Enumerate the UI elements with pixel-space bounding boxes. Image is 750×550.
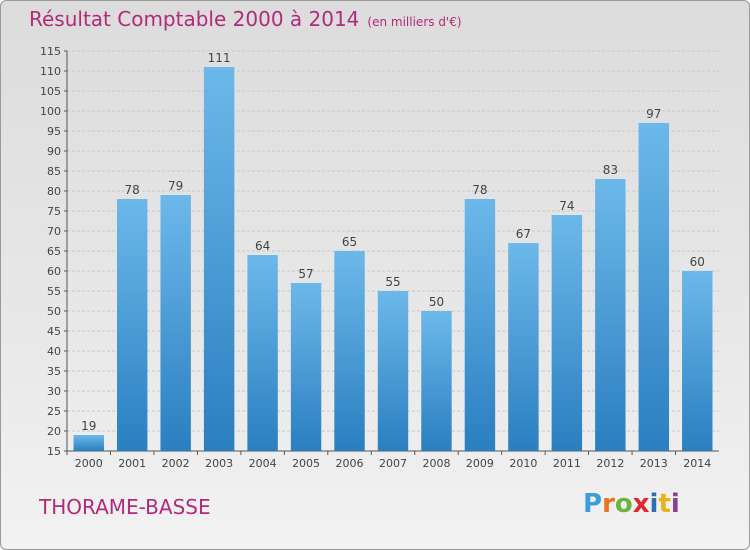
x-tick-label: 2007 [379, 457, 407, 470]
title-main: Résultat Comptable 2000 à 2014 [29, 7, 360, 31]
y-tick-label: 55 [47, 285, 61, 298]
bar-2014 [682, 271, 713, 451]
chart-title: Résultat Comptable 2000 à 2014 (en millie… [29, 7, 462, 31]
data-label-2006: 65 [342, 235, 357, 249]
bar-2005 [290, 283, 322, 451]
x-tick-label: 2005 [292, 457, 320, 470]
data-label-2013: 97 [646, 107, 661, 121]
y-tick-label: 15 [47, 445, 61, 458]
data-label-2004: 64 [255, 239, 270, 253]
y-tick-label: 30 [47, 385, 61, 398]
data-label-2007: 55 [385, 275, 400, 289]
x-tick-label: 2003 [205, 457, 233, 470]
y-tick-label: 40 [47, 345, 61, 358]
bar-2011 [551, 215, 583, 451]
logo-letter: r [602, 489, 615, 519]
town-name: THORAME-BASSE [39, 495, 211, 519]
y-tick-labels: 15 20 25 30 35 40 45 50 55 60 65 70 75 80 85 90 95 100 105… [40, 45, 67, 458]
data-label-2009: 78 [472, 183, 487, 197]
y-tick-label: 95 [47, 125, 61, 138]
y-tick-label: 65 [47, 245, 61, 258]
y-tick-label: 20 [47, 425, 61, 438]
x-tick-label: 2014 [683, 457, 711, 470]
y-tick-label: 115 [40, 45, 61, 58]
title-unit: (en milliers d'€) [367, 15, 462, 29]
y-tick-label: 100 [40, 105, 61, 118]
bar-2007 [377, 291, 409, 451]
data-label-2002: 79 [168, 179, 183, 193]
x-tick-label: 2001 [118, 457, 146, 470]
logo-letter: i [649, 489, 659, 519]
data-label-2008: 50 [429, 295, 444, 309]
x-tick-label: 2008 [422, 457, 450, 470]
data-label-2010: 67 [516, 227, 531, 241]
bar-2000 [73, 435, 104, 451]
x-tick-label: 2000 [75, 457, 103, 470]
data-labels: 19 78 79 111 64 57 65 55 50 78 67 74 83 97 60 [81, 51, 705, 433]
bar-2002 [160, 195, 191, 451]
bar-2009 [464, 199, 496, 451]
data-label-2014: 60 [690, 255, 705, 269]
x-tick-label: 2004 [249, 457, 277, 470]
logo-letter: o [614, 489, 633, 519]
bar-2008 [421, 311, 452, 451]
bar-2004 [247, 255, 278, 451]
x-tick-label: 2013 [640, 457, 668, 470]
x-tick-labels: 2000 2001 2002 2003 2004 2005 2006 2007 2008 2009… [66, 451, 711, 470]
y-tick-label: 35 [47, 365, 61, 378]
data-label-2003: 111 [208, 51, 231, 65]
y-tick-label: 90 [47, 145, 61, 158]
x-tick-label: 2009 [466, 457, 494, 470]
data-label-2001: 78 [125, 183, 140, 197]
logo-letter: x [632, 489, 650, 519]
x-tick-label: 2006 [336, 457, 364, 470]
bar-2012 [595, 179, 626, 451]
x-tick-label: 2002 [162, 457, 190, 470]
logo-letter: P [583, 489, 603, 519]
x-tick-label: 2010 [509, 457, 537, 470]
x-tick-label: 2012 [596, 457, 624, 470]
logo-letter: i [670, 489, 680, 519]
bar-2001 [116, 199, 148, 451]
data-label-2011: 74 [559, 199, 574, 213]
y-tick-label: 70 [47, 225, 61, 238]
y-tick-label: 75 [47, 205, 61, 218]
bar-2006 [334, 251, 365, 451]
bar-2010 [508, 243, 539, 451]
y-tick-label: 110 [40, 65, 61, 78]
y-tick-label: 85 [47, 165, 61, 178]
y-tick-label: 50 [47, 305, 61, 318]
y-tick-label: 105 [40, 85, 61, 98]
y-tick-label: 80 [47, 185, 61, 198]
x-tick-label: 2011 [553, 457, 581, 470]
bar-2003 [203, 67, 235, 451]
proxiti-logo: Proxiti [583, 489, 680, 519]
data-label-2000: 19 [81, 419, 96, 433]
data-label-2012: 83 [603, 163, 618, 177]
y-tick-label: 45 [47, 325, 61, 338]
bars [73, 67, 713, 451]
y-tick-label: 25 [47, 405, 61, 418]
bar-2013 [638, 123, 670, 451]
logo-letter: t [658, 489, 671, 519]
data-label-2005: 57 [298, 267, 313, 281]
y-tick-label: 60 [47, 265, 61, 278]
